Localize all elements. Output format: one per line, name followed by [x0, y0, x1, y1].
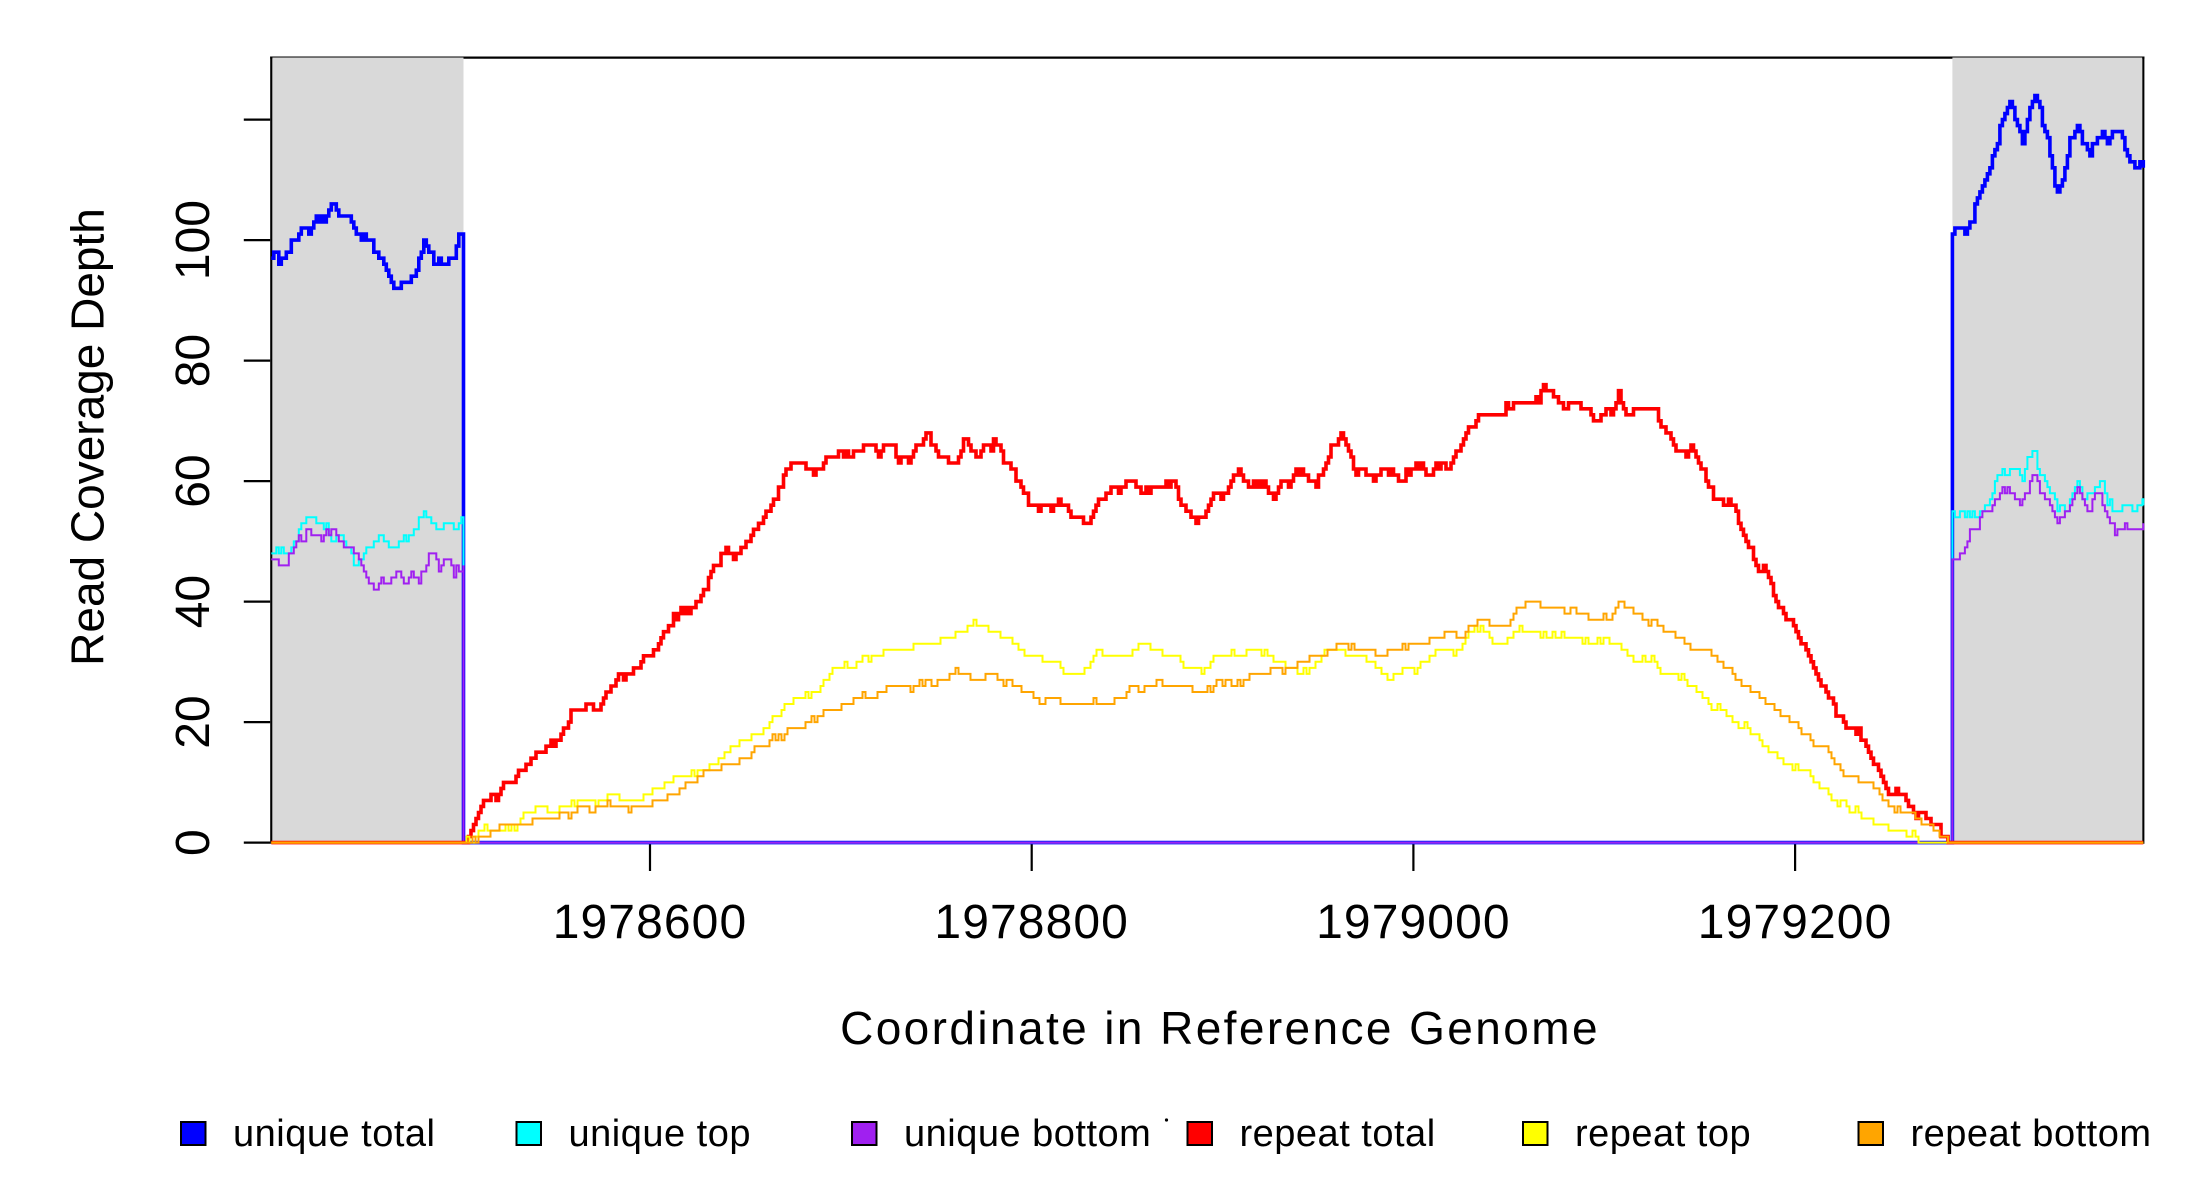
svg-text:Read Coverage Depth: Read Coverage Depth — [62, 208, 114, 666]
svg-text:100: 100 — [167, 200, 220, 280]
svg-text:Coordinate in Reference Genome: Coordinate in Reference Genome — [840, 1002, 1600, 1054]
svg-text:unique top: unique top — [569, 1113, 752, 1155]
svg-text:1978800: 1978800 — [934, 896, 1129, 949]
svg-text:1979000: 1979000 — [1316, 896, 1511, 949]
svg-text:20: 20 — [167, 695, 220, 748]
svg-text:repeat bottom: repeat bottom — [1911, 1113, 2152, 1155]
svg-text:repeat top: repeat top — [1575, 1113, 1751, 1155]
svg-text:1979200: 1979200 — [1698, 896, 1893, 949]
svg-text:40: 40 — [167, 575, 220, 628]
svg-text:unique bottom: unique bottom — [904, 1113, 1151, 1155]
svg-text:unique total: unique total — [233, 1113, 436, 1155]
svg-text:1978600: 1978600 — [553, 896, 748, 949]
svg-text:60: 60 — [167, 454, 220, 507]
svg-text:0: 0 — [167, 829, 220, 856]
svg-text:repeat total: repeat total — [1240, 1113, 1436, 1155]
svg-text:80: 80 — [167, 334, 220, 387]
